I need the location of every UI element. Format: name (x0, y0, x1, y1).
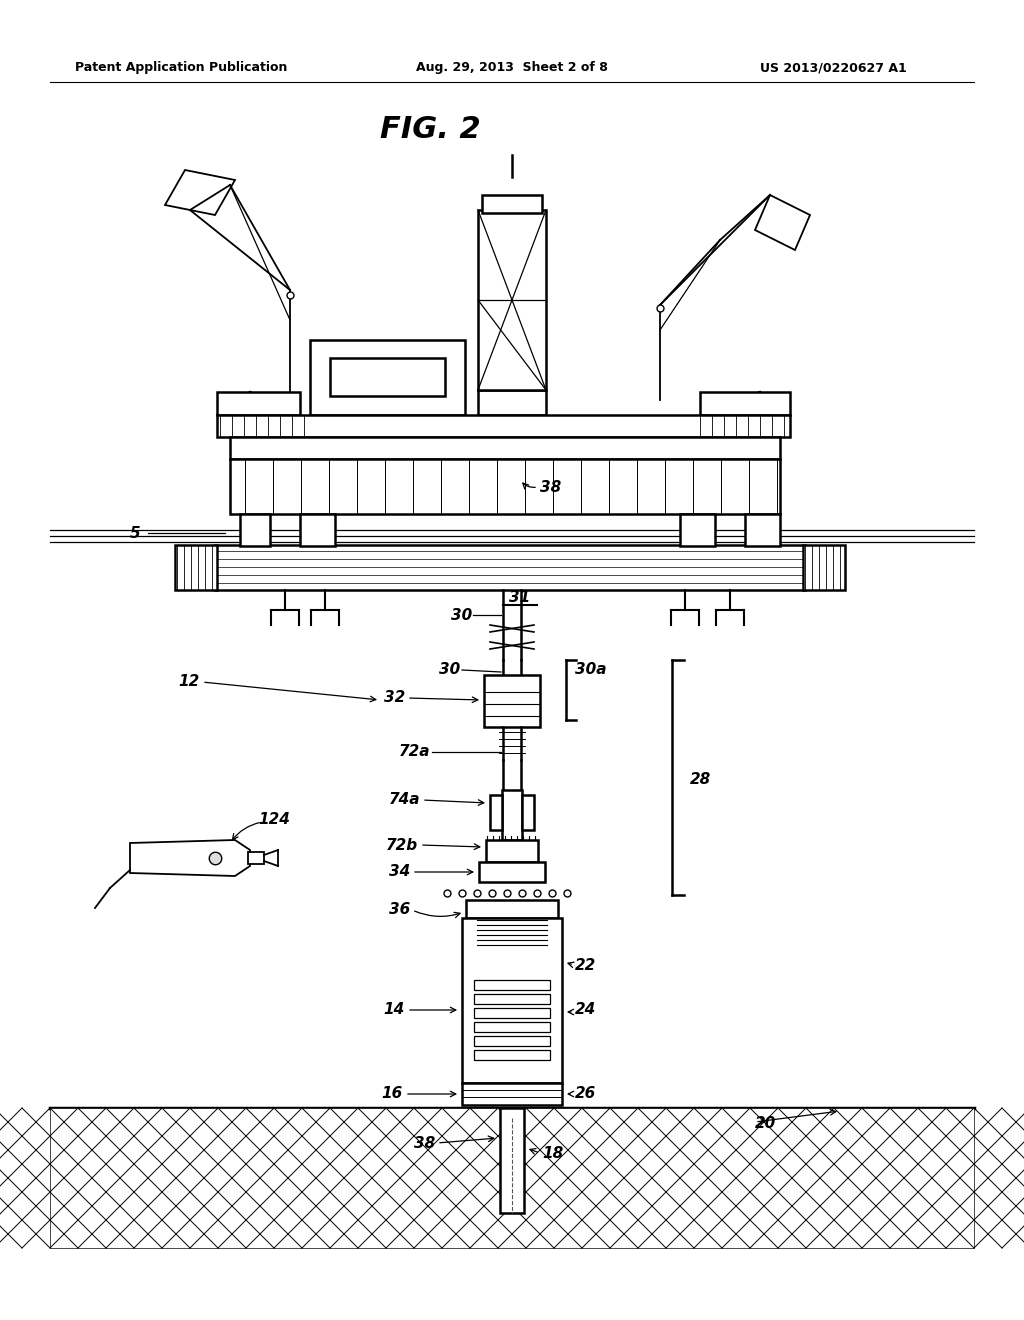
Text: 72b: 72b (386, 837, 418, 853)
Polygon shape (217, 392, 300, 414)
Bar (745, 513, 780, 546)
Text: 5: 5 (129, 525, 140, 540)
Bar (700, 392, 790, 414)
Bar (474, 979, 550, 990)
Text: 72a: 72a (398, 744, 430, 759)
Text: 36: 36 (389, 903, 410, 917)
Bar (474, 1022, 550, 1032)
Text: 38: 38 (414, 1135, 435, 1151)
Text: US 2013/0220627 A1: US 2013/0220627 A1 (760, 62, 906, 74)
Bar (474, 1049, 550, 1060)
Bar (248, 851, 264, 865)
Polygon shape (487, 962, 537, 975)
Bar (474, 1036, 550, 1045)
Bar (484, 675, 540, 727)
Bar (479, 862, 545, 882)
Bar (50, 1107, 974, 1247)
Polygon shape (755, 195, 810, 249)
Polygon shape (482, 932, 542, 946)
Bar (310, 341, 465, 414)
Text: 30: 30 (438, 663, 460, 677)
Text: 32: 32 (384, 690, 406, 705)
Bar (230, 459, 780, 513)
Bar (217, 392, 300, 414)
Bar (330, 358, 445, 396)
Text: 22: 22 (575, 957, 596, 973)
Polygon shape (700, 392, 790, 414)
Bar (500, 1107, 524, 1213)
Bar (462, 917, 562, 1082)
Text: 16: 16 (382, 1086, 403, 1101)
Text: 26: 26 (575, 1086, 596, 1101)
Bar (474, 1008, 550, 1018)
Text: FIG. 2: FIG. 2 (380, 116, 480, 144)
Bar (215, 545, 805, 590)
Bar (240, 513, 270, 546)
Text: 34: 34 (389, 865, 410, 879)
Text: 124: 124 (258, 813, 290, 828)
Bar (478, 389, 546, 414)
Text: 14: 14 (384, 1002, 406, 1018)
Bar (466, 900, 558, 917)
Text: 30: 30 (451, 607, 472, 623)
Bar (230, 437, 780, 459)
Bar (478, 210, 546, 389)
Bar (803, 545, 845, 590)
Bar (474, 994, 550, 1005)
Bar (175, 545, 217, 590)
Bar (482, 195, 542, 213)
Text: 38: 38 (540, 479, 561, 495)
Text: Aug. 29, 2013  Sheet 2 of 8: Aug. 29, 2013 Sheet 2 of 8 (416, 62, 608, 74)
Text: 30a: 30a (575, 663, 606, 677)
Text: Patent Application Publication: Patent Application Publication (75, 62, 288, 74)
Bar (300, 513, 335, 546)
Polygon shape (165, 170, 234, 215)
Bar (217, 414, 790, 437)
Text: 20: 20 (755, 1115, 776, 1130)
Bar (502, 789, 522, 840)
Bar (486, 840, 538, 862)
Text: 24: 24 (575, 1002, 596, 1018)
Bar (680, 513, 715, 546)
Text: 31: 31 (509, 590, 530, 606)
Text: 12: 12 (179, 675, 200, 689)
Polygon shape (130, 840, 250, 876)
Bar (490, 795, 502, 830)
Text: 28: 28 (690, 772, 712, 788)
Text: 74a: 74a (388, 792, 420, 808)
Text: 18: 18 (542, 1146, 563, 1160)
Bar (522, 795, 534, 830)
Bar (462, 1082, 562, 1105)
